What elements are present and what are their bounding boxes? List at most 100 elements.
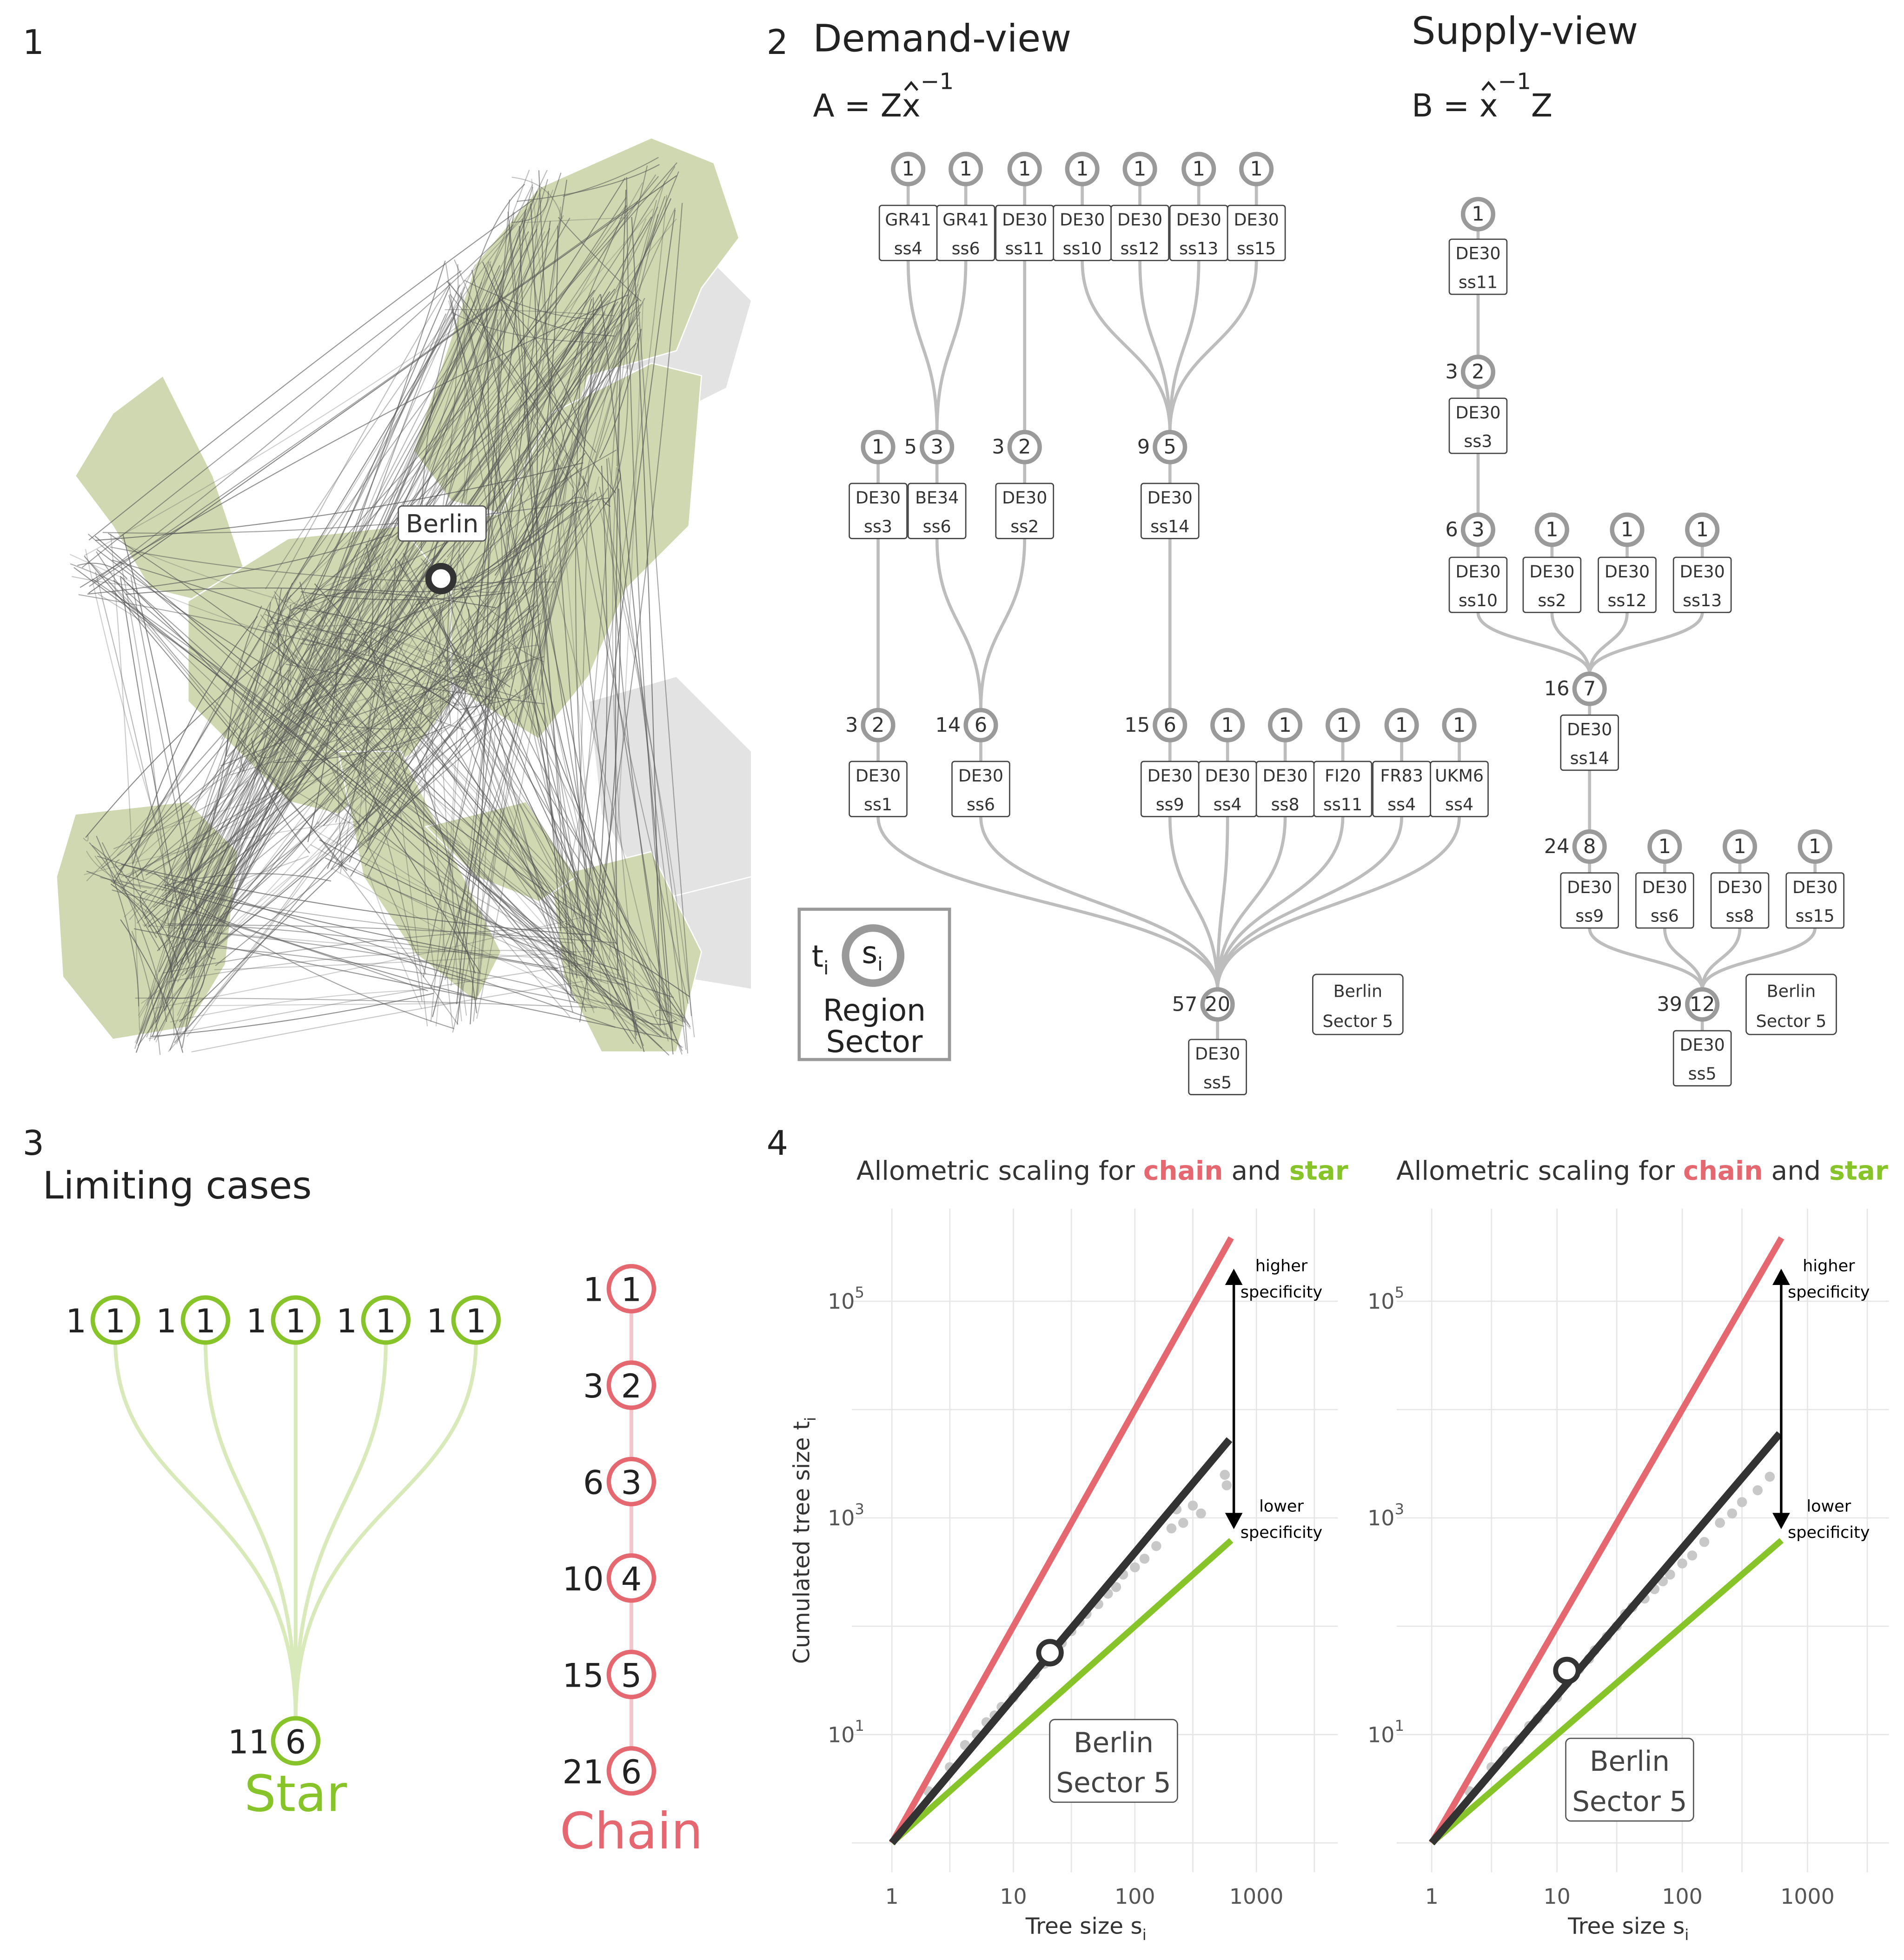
node-circle (1239, 152, 1274, 186)
trade-link (206, 682, 483, 922)
tree-node: 35 BE34 ss6 (904, 430, 967, 539)
supply-view-formula: B = x−1Z (1412, 68, 1552, 124)
trade-link (294, 554, 439, 696)
star-leaf-size: 1 (466, 1302, 487, 1340)
trade-link (192, 604, 292, 943)
trade-link (344, 623, 468, 693)
data-point (1737, 1497, 1747, 1507)
trade-link (73, 567, 565, 952)
trade-link (558, 217, 642, 302)
node-tree-size: 1 (1546, 518, 1558, 542)
data-point (1752, 1485, 1763, 1496)
star-label: Star (244, 1765, 347, 1823)
trade-link (303, 678, 596, 922)
trade-link (249, 343, 637, 765)
trade-link (307, 629, 342, 842)
trade-link (430, 482, 580, 988)
data-point (1221, 1480, 1232, 1490)
node-sector: ss4 (1445, 795, 1473, 814)
trade-link (529, 489, 574, 688)
node-circle (1384, 708, 1419, 742)
tree-edge (1216, 816, 1461, 990)
trade-link (332, 718, 571, 1017)
trade-link (471, 270, 637, 1036)
trade-link (449, 293, 589, 487)
trade-link (136, 178, 626, 878)
tree-edge (1138, 260, 1172, 432)
data-point (1765, 1471, 1775, 1482)
legend-sector: Sector (826, 1025, 923, 1059)
node-label-box (907, 483, 967, 539)
tree-node: 1 DE30 ss3 (849, 430, 908, 539)
node-sector: ss8 (1271, 795, 1300, 814)
node-circle (1610, 512, 1645, 547)
chain-node-cumulated: 15 (562, 1656, 604, 1695)
trade-link (425, 583, 588, 936)
trade-link (69, 554, 284, 638)
node-region: GR41 (942, 210, 989, 230)
trade-link (477, 588, 551, 996)
city-label: Berlin (406, 509, 478, 538)
trade-link (531, 312, 632, 605)
trade-link (441, 675, 484, 696)
trade-link (182, 570, 548, 965)
node-sector: ss4 (894, 238, 922, 258)
node-sector: ss9 (1575, 906, 1604, 926)
node-circle (1325, 708, 1360, 742)
x-axis-label: Tree size si (1567, 1913, 1689, 1943)
node-circle (861, 708, 896, 742)
node-region: DE30 (1262, 766, 1307, 786)
trade-link (347, 176, 659, 547)
node-tree-size: 1 (902, 158, 915, 181)
arrow-up-icon (1772, 1268, 1790, 1285)
trade-link (626, 177, 674, 1055)
trade-link (84, 307, 485, 556)
trade-link (124, 576, 521, 918)
trade-link (150, 993, 434, 1037)
node-label-box (849, 483, 908, 539)
focus-sector: Sector 5 (1756, 1011, 1827, 1031)
trade-link (531, 179, 602, 982)
node-region: DE30 (1680, 1035, 1725, 1055)
tree-node: 1 FR83 ss4 (1372, 708, 1431, 817)
trade-link (463, 210, 526, 702)
tick-base: 10 (828, 1289, 855, 1314)
trade-link (334, 215, 564, 680)
trade-link (135, 758, 282, 1053)
annotation-lower: lower (1806, 1497, 1851, 1516)
node-tree-size: 5 (1164, 436, 1176, 459)
legend-node-icon (842, 924, 905, 987)
annotation-specificity: specificity (1241, 1283, 1322, 1302)
node-sector: ss14 (1570, 748, 1609, 768)
chain-node-cumulated: 3 (583, 1367, 604, 1405)
node-tree-size: 3 (1472, 518, 1484, 542)
trade-link (145, 676, 446, 876)
node-label-box (1430, 761, 1489, 817)
trade-link (178, 537, 371, 909)
node-circle (1122, 152, 1157, 186)
trade-link (599, 486, 689, 1054)
star-leaf-cumulated: 1 (66, 1302, 86, 1340)
node-sector: ss12 (1121, 238, 1160, 258)
star-edge (293, 1340, 388, 1719)
star-leaf-cumulated: 1 (156, 1302, 177, 1340)
trade-link (291, 295, 503, 585)
node-sector: ss6 (1651, 906, 1679, 926)
tick-exponent: 5 (855, 1284, 864, 1301)
trade-link (131, 931, 161, 1055)
chain-node-size: 1 (621, 1271, 642, 1309)
trade-link (238, 726, 250, 774)
trade-link (370, 641, 476, 974)
trade-link (538, 304, 615, 565)
trade-link (307, 313, 606, 663)
trade-link (465, 308, 645, 1052)
tree-node: 7 16 DE30 ss14 (1544, 671, 1619, 771)
node-tree-size: 1 (1472, 203, 1484, 226)
x-tick-label: 1 (1425, 1884, 1439, 1909)
title-pre: Allometric scaling for (856, 1156, 1143, 1186)
trade-link (86, 851, 152, 889)
trade-link (177, 594, 411, 1016)
node-cumulated-size: 9 (1137, 436, 1150, 459)
node-sector: ss1 (864, 795, 892, 814)
tree-node: 23 DE30 ss2 (992, 430, 1055, 539)
